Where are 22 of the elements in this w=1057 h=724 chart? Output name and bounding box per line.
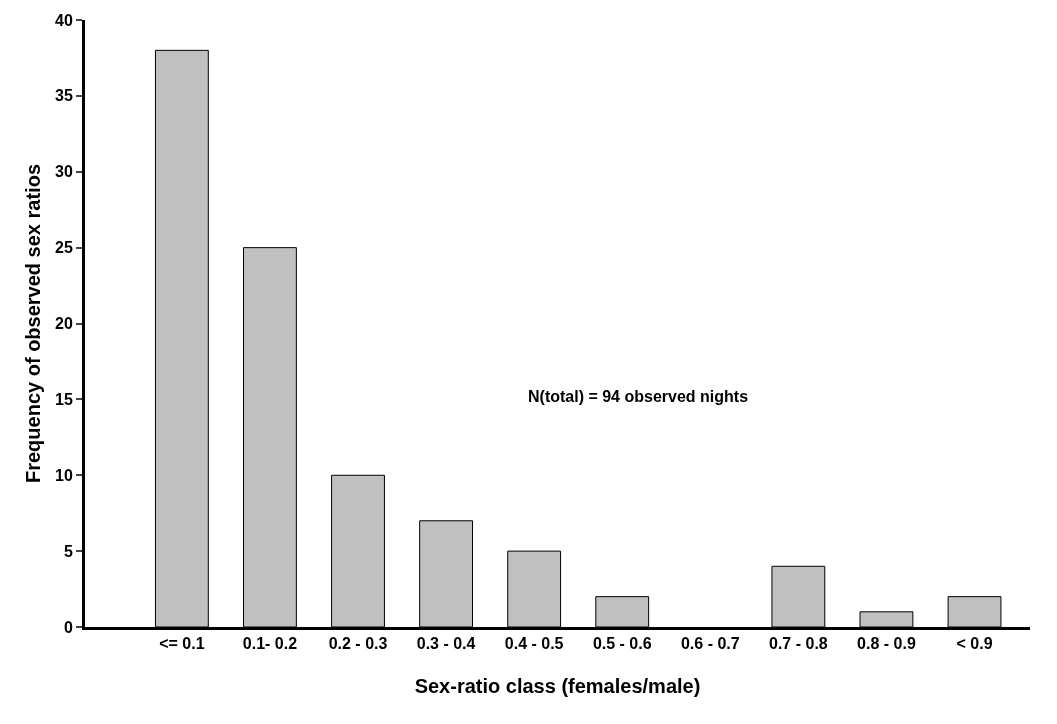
- x-tick-label: 0.2 - 0.3: [328, 635, 388, 653]
- x-tick-label: 0.6 - 0.7: [680, 635, 740, 653]
- y-tick-label: 20: [55, 315, 73, 333]
- x-tick-label: 0.5 - 0.6: [592, 635, 652, 653]
- y-tick-label: 25: [55, 239, 73, 257]
- x-tick-label: 0.7 - 0.8: [769, 635, 828, 653]
- y-tick-label: 40: [55, 11, 73, 29]
- x-tick-label: 0.8 - 0.9: [857, 635, 916, 653]
- y-tick-label: 5: [63, 542, 73, 560]
- x-tick-label: <= 0.1: [159, 635, 205, 653]
- y-axis-title: Frequency of observed sex ratios: [21, 163, 44, 484]
- x-tick-label: < 0.9: [956, 635, 993, 653]
- y-tick-label: 0: [63, 618, 73, 636]
- x-tick-label: 0.4 - 0.5: [504, 635, 564, 653]
- y-tick-label: 35: [55, 87, 73, 105]
- annotation: N(total) = 94 observed nights: [528, 388, 749, 405]
- x-tick-label: 0.3 - 0.4: [416, 635, 476, 653]
- y-tick-label: 30: [55, 163, 73, 181]
- x-tick-label: 0.1- 0.2: [242, 635, 298, 653]
- y-tick-label: 15: [55, 390, 73, 408]
- x-axis-title: Sex-ratio class (females/male): [414, 674, 701, 697]
- y-tick-label: 10: [55, 466, 73, 484]
